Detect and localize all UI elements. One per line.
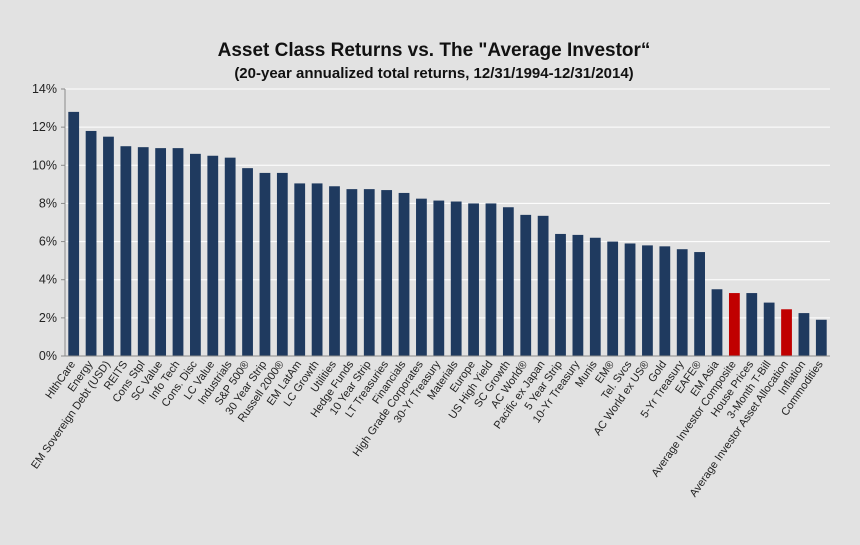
bar xyxy=(190,153,201,356)
bar xyxy=(589,237,601,356)
bar xyxy=(502,207,514,356)
bar xyxy=(537,215,549,356)
bar xyxy=(120,146,132,356)
bar xyxy=(294,183,306,356)
bar xyxy=(329,186,340,356)
bar xyxy=(103,136,114,356)
y-tick-label: 14% xyxy=(32,82,57,96)
bar xyxy=(85,130,97,356)
bar xyxy=(311,183,323,356)
bar xyxy=(572,234,584,356)
bar xyxy=(68,111,80,356)
bar xyxy=(468,203,479,356)
bar xyxy=(346,189,358,356)
y-axis-ticks: 0% 2% 4% 6% 8% 10% 12% 14% xyxy=(32,82,65,363)
bar xyxy=(207,155,219,356)
bar xyxy=(798,313,810,356)
bar xyxy=(763,302,775,356)
bar xyxy=(137,147,149,356)
y-tick-label: 8% xyxy=(39,196,57,210)
bar xyxy=(746,293,758,356)
chart-subtitle: (20-year annualized total returns, 12/31… xyxy=(234,65,633,82)
bar xyxy=(155,148,167,356)
bar xyxy=(172,148,184,356)
bar xyxy=(659,246,671,356)
bar xyxy=(485,203,497,356)
bar xyxy=(711,289,723,356)
bar xyxy=(398,192,410,356)
bar xyxy=(555,233,566,356)
bar xyxy=(607,241,619,356)
y-tick-label: 0% xyxy=(39,349,57,363)
bar xyxy=(433,200,445,356)
bar xyxy=(642,245,653,356)
bar xyxy=(728,293,740,356)
bar xyxy=(676,249,688,356)
bar xyxy=(781,309,792,356)
bars xyxy=(68,111,827,356)
bar xyxy=(224,157,236,356)
bar xyxy=(416,198,427,356)
bar xyxy=(259,172,271,356)
bar xyxy=(520,214,532,356)
bar xyxy=(242,168,253,356)
y-tick-label: 10% xyxy=(32,158,57,172)
y-tick-label: 6% xyxy=(39,235,57,249)
bar xyxy=(363,189,375,356)
chart-title: Asset Class Returns vs. The "Average Inv… xyxy=(218,40,651,61)
y-tick-label: 4% xyxy=(39,273,57,287)
y-tick-label: 2% xyxy=(39,311,57,325)
bar xyxy=(276,172,288,356)
bar xyxy=(624,243,636,356)
bar xyxy=(815,319,827,356)
y-tick-label: 12% xyxy=(32,120,57,134)
bar xyxy=(381,190,393,356)
bar xyxy=(694,252,705,356)
bar xyxy=(450,201,462,356)
